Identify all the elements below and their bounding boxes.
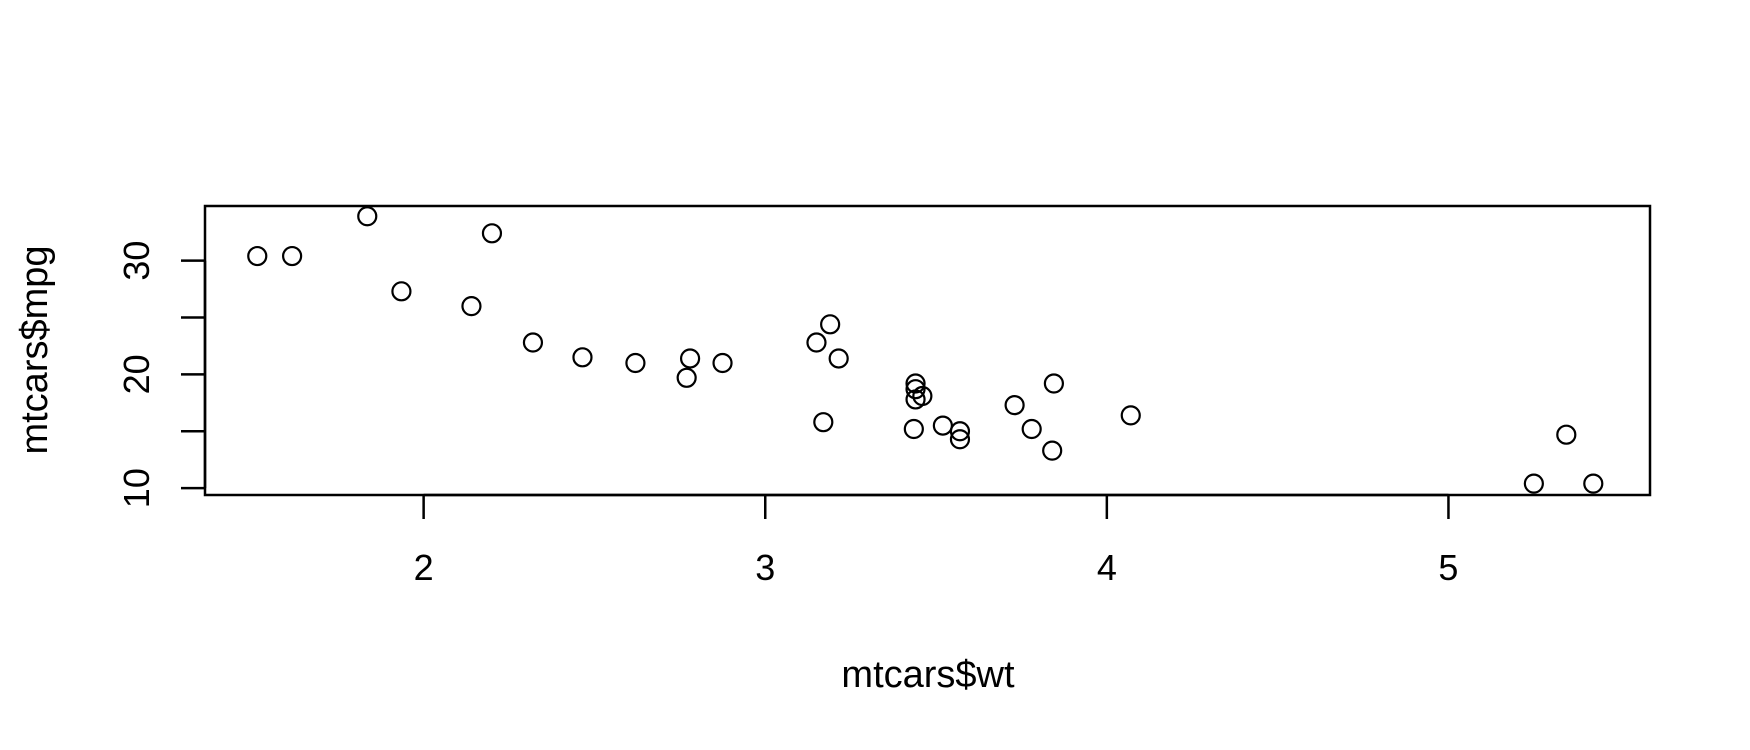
x-tick-label: 4 bbox=[1097, 547, 1117, 588]
data-point bbox=[625, 352, 646, 374]
data-point bbox=[572, 347, 593, 368]
data-point bbox=[247, 245, 268, 267]
data-point bbox=[1523, 473, 1544, 494]
data-point bbox=[949, 429, 971, 450]
x-axis: 2 3 4 5 bbox=[414, 493, 1458, 588]
x-tick-label: 3 bbox=[755, 547, 775, 588]
data-point bbox=[676, 367, 697, 388]
data-point bbox=[1004, 395, 1025, 416]
data-point bbox=[712, 352, 733, 374]
data-point bbox=[282, 245, 303, 267]
data-point bbox=[903, 418, 924, 440]
data-point bbox=[1043, 373, 1064, 394]
y-axis: 10 20 30 bbox=[116, 241, 207, 508]
data-point bbox=[679, 348, 701, 369]
data-point bbox=[1042, 440, 1063, 461]
data-point bbox=[461, 296, 482, 317]
data-point bbox=[813, 412, 834, 433]
data-point bbox=[481, 223, 503, 244]
data-point bbox=[820, 314, 841, 335]
y-tick-label: 10 bbox=[116, 468, 157, 508]
y-tick-label: 30 bbox=[116, 241, 157, 281]
data-points bbox=[247, 206, 1604, 494]
data-point bbox=[1556, 424, 1577, 445]
y-tick-label: 20 bbox=[116, 354, 157, 394]
data-point bbox=[1120, 405, 1141, 426]
data-point bbox=[949, 421, 971, 442]
data-point bbox=[905, 373, 926, 394]
data-point bbox=[1021, 418, 1042, 440]
data-point bbox=[905, 379, 926, 400]
data-point bbox=[357, 206, 378, 227]
data-point bbox=[522, 332, 544, 353]
data-point bbox=[806, 332, 827, 353]
y-axis-title: mtcars$mpg bbox=[14, 245, 56, 454]
data-point bbox=[391, 281, 412, 302]
x-axis-title: mtcars$wt bbox=[841, 654, 1015, 696]
plot-box bbox=[203, 204, 1652, 497]
data-point bbox=[828, 348, 849, 369]
data-point bbox=[932, 415, 953, 436]
x-tick-label: 5 bbox=[1438, 547, 1458, 588]
data-point bbox=[1583, 473, 1604, 494]
x-tick-label: 2 bbox=[414, 547, 434, 588]
data-point bbox=[905, 389, 926, 410]
